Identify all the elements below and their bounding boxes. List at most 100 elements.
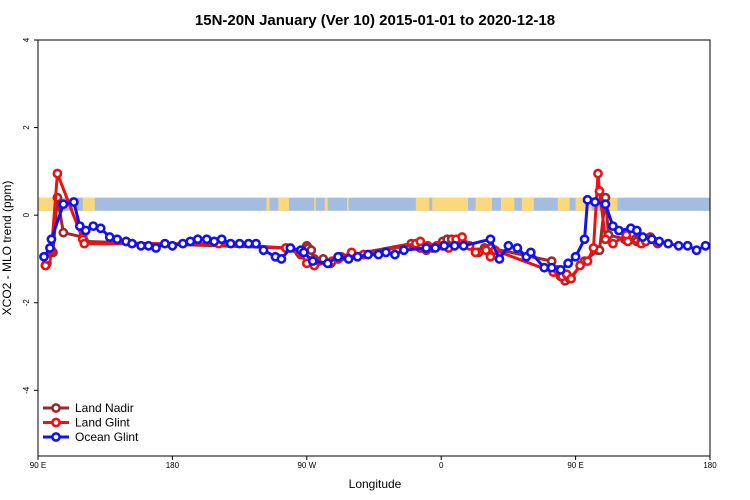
- land-glint-point: [481, 245, 491, 256]
- land-glint-point: [79, 238, 90, 249]
- ocean-glint-point: [167, 240, 178, 251]
- land-glint-point: [600, 234, 611, 245]
- x-tick-label: 180: [703, 461, 717, 470]
- series-ocean-glint: [39, 194, 711, 275]
- land-patch: [500, 197, 515, 211]
- y-tick-label: 4: [22, 37, 31, 42]
- ocean-glint-point: [390, 249, 400, 260]
- land-patch: [432, 197, 469, 211]
- y-tick-label: -4: [22, 386, 31, 394]
- land-patch: [82, 197, 95, 211]
- ocean-glint-point: [251, 238, 261, 249]
- x-tick-label: 90 W: [297, 461, 316, 470]
- ocean-glint-point: [421, 243, 432, 253]
- ocean-glint-point: [512, 243, 523, 253]
- ocean-glint-point: [352, 251, 363, 262]
- ocean-glint-point: [590, 197, 600, 207]
- legend-item-ocean-glint: Ocean Glint: [43, 430, 139, 444]
- ocean-glint-point: [160, 238, 170, 249]
- ocean-glint-point: [68, 197, 79, 207]
- ocean-glint-point: [608, 221, 618, 232]
- land-glint-point: [582, 256, 593, 267]
- ocean-glint-point: [88, 221, 99, 232]
- land-glint-point: [608, 238, 618, 249]
- ocean-glint-point: [136, 240, 146, 251]
- ocean-glint-point: [276, 254, 287, 264]
- ocean-glint-point: [503, 240, 514, 251]
- plot-frame: [37, 39, 711, 457]
- land-glint-point: [415, 236, 426, 247]
- ocean-glint-point: [546, 262, 557, 273]
- x-axis: 90 E 180 90 W 0 90 E 180: [30, 456, 717, 470]
- ocean-glint-point: [555, 264, 566, 275]
- ocean-glint-point: [582, 194, 593, 205]
- land-patch: [278, 197, 289, 211]
- ocean-glint-point: [74, 221, 85, 232]
- land-patch: [314, 197, 316, 211]
- land-nadir-point: [58, 227, 69, 238]
- land-glint-point: [52, 168, 63, 179]
- x-tick-label: 90 E: [567, 461, 583, 470]
- ocean-glint-point: [570, 251, 581, 262]
- land-patch: [347, 197, 349, 211]
- ocean-glint-point: [579, 234, 590, 245]
- ocean-glint-point: [398, 245, 409, 256]
- ocean-glint-point: [177, 238, 188, 249]
- ocean-glint-point: [614, 225, 624, 236]
- ocean-glint-point: [243, 238, 254, 249]
- land-patch: [475, 197, 492, 211]
- ocean-glint-point: [439, 240, 450, 251]
- ocean-glint-point: [45, 243, 55, 253]
- ocean-glint-point: [654, 236, 665, 247]
- x-tick-label: 0: [439, 461, 444, 470]
- ocean-glint-point: [258, 245, 269, 256]
- ocean-glint-point: [373, 249, 384, 260]
- ocean-glint-point: [563, 258, 574, 269]
- ocean-glint-point: [458, 240, 469, 251]
- ocean-glint-point: [381, 247, 391, 258]
- ocean-glint-point: [151, 243, 161, 253]
- ocean-glint-point: [285, 243, 296, 253]
- ocean-glint-point: [95, 223, 106, 234]
- land-patch: [521, 197, 534, 211]
- legend-label: Ocean Glint: [75, 430, 139, 444]
- legend-swatch-point: [51, 432, 61, 442]
- y-axis-label: XCO2 - MLO trend (ppm): [0, 181, 14, 316]
- ocean-glint-point: [363, 249, 373, 260]
- land-glint-point: [594, 186, 605, 196]
- legend-item-land-nadir: Land Nadir: [43, 401, 134, 415]
- y-tick-label: -2: [22, 299, 31, 307]
- land-glint-point: [575, 260, 585, 271]
- ocean-glint-point: [80, 225, 91, 236]
- land-glint-point: [588, 243, 599, 253]
- y-tick-label: 0: [22, 212, 31, 217]
- ocean-glint-point: [209, 236, 220, 247]
- land-glint-point: [485, 251, 496, 262]
- x-axis-label: Longitude: [349, 477, 402, 491]
- ocean-glint-point: [234, 238, 245, 249]
- land-patch: [415, 197, 430, 211]
- y-tick-label: 2: [22, 125, 31, 130]
- land-patch: [605, 197, 618, 211]
- ocean-glint-point: [494, 254, 505, 264]
- land-glint-point: [593, 168, 603, 179]
- ocean-glint-point: [201, 234, 212, 245]
- legend-swatch-point: [51, 417, 61, 428]
- legend-label: Land Glint: [75, 416, 130, 430]
- x-tick-label: 90 E: [30, 461, 46, 470]
- legend-label: Land Nadir: [75, 401, 134, 415]
- land-nadir-point: [306, 245, 317, 256]
- land-patch: [38, 197, 55, 211]
- ocean-glint-point: [682, 240, 693, 251]
- ocean-glint-point: [700, 240, 711, 251]
- x-tick-label: 180: [166, 461, 180, 470]
- ocean-glint-point: [525, 247, 536, 258]
- legend-swatch-point: [51, 403, 61, 413]
- ocean-glint-point: [143, 240, 154, 251]
- ocean-glint-point: [225, 238, 236, 249]
- ocean-glint-point: [343, 254, 354, 264]
- series-layer: [39, 168, 711, 286]
- ocean-glint-point: [646, 234, 657, 245]
